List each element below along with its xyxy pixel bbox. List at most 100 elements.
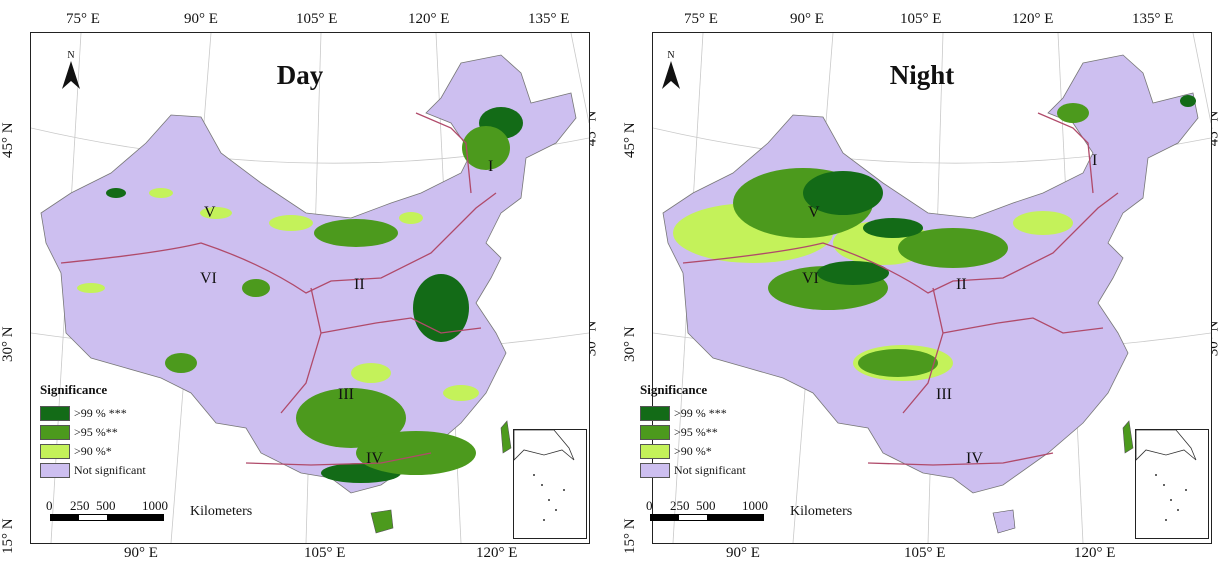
legend-item: >95 %** [640,423,746,442]
scale-tick: 250 [670,498,690,513]
top-lon-tick: 105° E [900,11,942,27]
inset-map [1135,429,1197,521]
legend-swatch [640,444,670,459]
legend-item: >95 %** [40,423,146,442]
bottom-lon-tick: 120° E [476,545,518,561]
legend-swatch [640,425,670,440]
scale-bar-graphic [650,514,764,521]
inset-map [513,429,575,521]
hainan-island [370,509,394,534]
scale-unit: Kilometers [190,504,253,519]
legend-swatch [640,406,670,421]
scale-tick: 0 [646,498,653,513]
scale-tick: 500 [96,498,116,513]
top-lon-tick: 105° E [296,11,338,27]
legend-label: >95 %** [674,425,718,439]
legend-swatch [40,463,70,478]
bottom-lon-tick: 105° E [304,545,346,561]
region-label: I [488,158,494,175]
region-label: VI [200,270,217,287]
region-label: V [808,204,820,221]
legend-label: Not significant [674,463,746,477]
region-label: II [354,276,365,293]
region-label: III [936,386,952,403]
map-panel-night: 75° E 90° E 105° E 120° E 135° E 90° E 1… [622,8,1222,561]
significance-p95 [165,126,510,475]
left-lat-tick: 45° N [622,122,638,158]
panel-title: Night [889,60,955,90]
region-boundaries [682,112,1119,466]
scale-tick: 0 [46,498,53,513]
north-arrow: N [60,50,82,96]
bottom-lon-tick: 90° E [726,545,760,561]
region-label: IV [366,450,383,467]
legend-swatch [40,444,70,459]
scale-tick: 500 [696,498,716,513]
north-label: N [667,50,675,61]
china-map [653,33,1211,543]
china-map [31,33,589,543]
north-arrow: N [660,50,682,96]
legend-label: >99 % *** [674,406,727,420]
region-label: III [338,386,354,403]
left-lat-tick: 45° N [0,122,16,158]
legend-item: >90 %* [640,442,746,461]
south-china-sea-inset [1135,429,1209,539]
south-china-sea-inset [513,429,587,539]
map-frame [30,32,590,544]
china-landmass [40,54,577,494]
significance-legend: Significance >99 % *** >95 %** >90 %* No… [40,382,146,480]
legend-title: Significance [40,382,108,397]
legend-label: >90 %* [74,444,112,458]
legend-item: >99 % *** [640,404,746,423]
top-lon-tick: 90° E [790,11,824,27]
left-lat-tick: 15° N [0,518,16,554]
region-label: IV [966,450,983,467]
scale-ticks: 0 250 500 1000 [646,498,776,514]
legend-item: >90 %* [40,442,146,461]
region-label: II [956,276,967,293]
panel-title: Day [276,60,324,90]
legend-swatch [40,406,70,421]
top-lon-tick: 90° E [184,11,218,27]
region-boundaries [60,112,497,466]
significance-p90 [77,188,479,401]
hainan-island [992,509,1016,534]
top-lon-tick: 120° E [1012,11,1054,27]
top-lon-tick: 135° E [528,11,570,27]
top-lon-tick: 120° E [408,11,450,27]
scale-bar: 0 250 500 1000 Kilometers [646,498,852,521]
legend-swatch [640,463,670,478]
region-label: V [204,204,216,221]
scale-unit: Kilometers [790,504,853,519]
map-panel-day: 75° E 90° E 105° E 120° E 135° E 90° E 1… [0,8,600,561]
scale-ticks: 0 250 500 1000 [46,498,176,514]
region-label: I [1092,152,1098,169]
map-frame [652,32,1212,544]
legend-title: Significance [640,382,708,397]
top-lon-tick: 75° E [66,11,100,27]
legend-item: >99 % *** [40,404,146,423]
legend-label: >95 %** [74,425,118,439]
china-landmass [662,54,1199,494]
scale-tick: 1000 [742,498,768,513]
taiwan-island [500,420,512,454]
taiwan-island [1122,420,1134,454]
scale-tick: 250 [70,498,90,513]
north-label: N [67,50,75,61]
top-lon-tick: 75° E [684,11,718,27]
significance-p99 [803,95,1196,285]
north-arrow-icon [62,61,80,89]
scale-tick: 1000 [142,498,168,513]
left-lat-tick: 15° N [622,518,638,554]
bottom-lon-tick: 120° E [1074,545,1116,561]
scale-bar-graphic [50,514,164,521]
legend-label: >99 % *** [74,406,127,420]
top-lon-tick: 135° E [1132,11,1174,27]
legend-swatch [40,425,70,440]
legend-item: Not significant [640,461,746,480]
left-lat-tick: 30° N [0,326,16,362]
north-arrow-icon [662,61,680,89]
legend-label: >90 %* [674,444,712,458]
region-label: VI [802,270,819,287]
